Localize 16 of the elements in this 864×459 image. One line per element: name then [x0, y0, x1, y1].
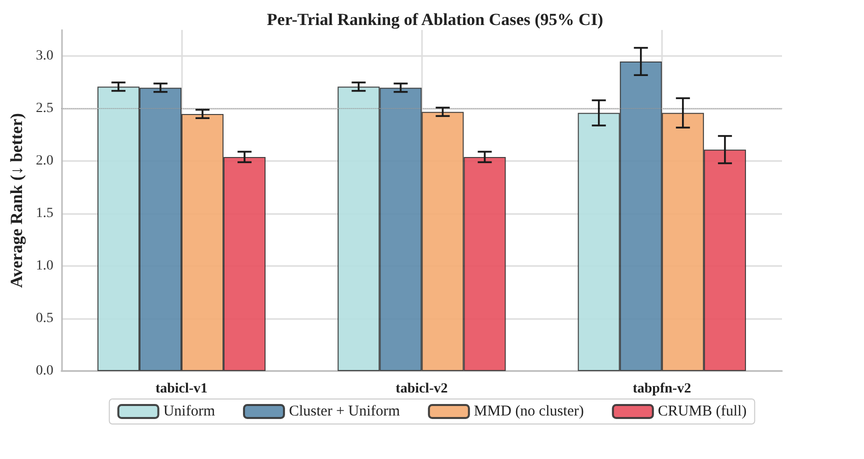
- y-tick-label: 0.0: [36, 364, 54, 378]
- chart-title: Per-Trial Ranking of Ablation Cases (95% CI): [266, 10, 604, 29]
- y-tick-label: 3.0: [36, 48, 54, 64]
- x-tick-label: tabicl-v1: [155, 382, 208, 396]
- y-axis-title: Average Rank (↓ better): [7, 113, 26, 288]
- y-tick-label: 1.0: [36, 258, 54, 274]
- y-tick-label: 2.0: [36, 154, 54, 169]
- legend-label: MMD (no cluster): [474, 404, 584, 420]
- y-tick-label: 0.5: [36, 311, 54, 326]
- y-tick-label: 2.5: [36, 101, 54, 116]
- legend-label: Cluster + Uniform: [288, 404, 400, 420]
- y-tick-label: 1.5: [36, 206, 54, 222]
- legend-label: Uniform: [163, 404, 216, 420]
- legend-label: CRUMB (full): [658, 404, 747, 420]
- x-tick-label: tabpfn-v2: [632, 382, 692, 396]
- x-tick-label: tabicl-v2: [396, 382, 448, 396]
